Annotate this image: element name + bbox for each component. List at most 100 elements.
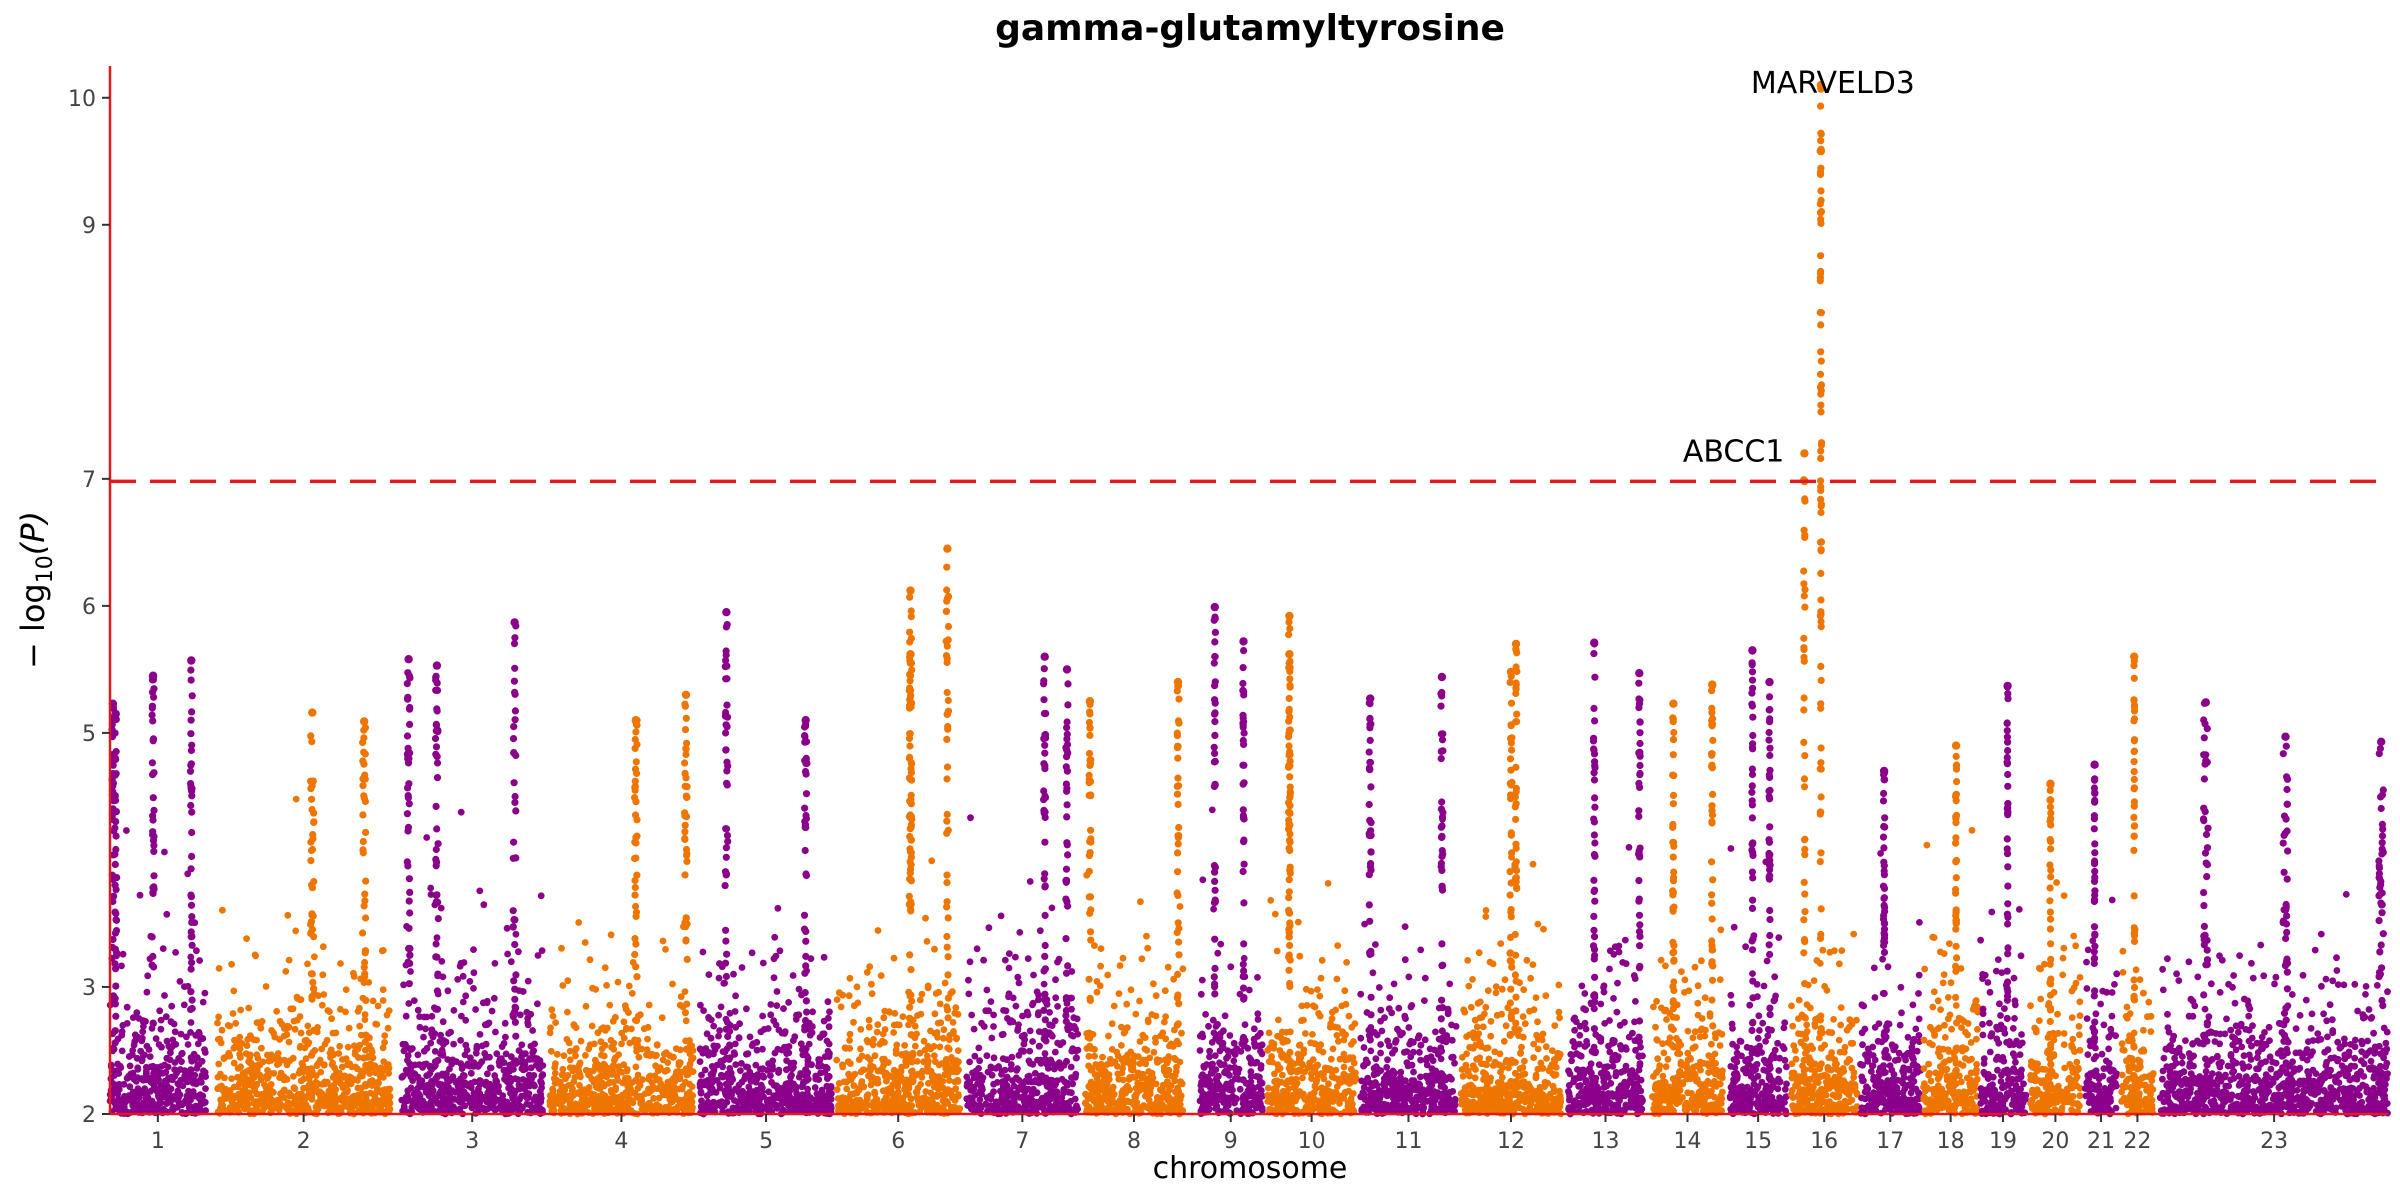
data-point (111, 1039, 119, 1047)
data-point (781, 1043, 788, 1051)
chart-title: gamma-glutamyltyrosine (995, 8, 1505, 49)
data-point (319, 1091, 327, 1099)
data-point (927, 1089, 935, 1097)
data-point (457, 808, 465, 816)
data-point (941, 1060, 948, 1067)
data-point (825, 1040, 833, 1048)
data-point (1174, 754, 1182, 762)
data-point (569, 1090, 577, 1097)
data-point (746, 1033, 754, 1041)
data-point (1033, 1089, 1041, 1097)
data-point (801, 1016, 810, 1025)
data-point (853, 1100, 861, 1108)
data-point (1041, 941, 1049, 950)
data-point (176, 978, 184, 985)
peak-point (510, 618, 519, 627)
data-point (432, 743, 441, 751)
data-point (283, 1031, 291, 1038)
data-point (793, 1011, 800, 1019)
data-point (439, 1049, 446, 1057)
data-point (631, 811, 640, 819)
data-point (362, 828, 370, 837)
data-point (432, 721, 441, 729)
data-point (336, 1042, 344, 1050)
data-point (722, 825, 730, 833)
data-point (166, 1056, 174, 1064)
data-point (510, 1008, 519, 1016)
data-point (1174, 840, 1182, 848)
data-point (1048, 904, 1056, 912)
data-point (845, 1070, 852, 1078)
data-point (1039, 1075, 1047, 1083)
data-point (509, 907, 517, 915)
data-point (1138, 955, 1146, 963)
data-point (564, 1072, 572, 1079)
data-point (466, 978, 474, 985)
data-point (906, 775, 914, 783)
data-point (536, 1065, 543, 1072)
data-point (188, 913, 196, 921)
data-point (1199, 876, 1207, 884)
data-point (1053, 1104, 1061, 1112)
data-point (310, 985, 318, 993)
data-point (923, 938, 931, 945)
data-point (546, 1029, 554, 1037)
data-point (566, 1056, 574, 1064)
data-point (241, 1105, 248, 1113)
data-point (136, 891, 144, 899)
data-point (943, 763, 952, 771)
data-point (148, 702, 156, 710)
data-point (1086, 1042, 1094, 1050)
data-point (458, 1012, 465, 1020)
data-point (419, 1064, 426, 1071)
data-point (1072, 1073, 1079, 1081)
data-point (549, 1087, 557, 1094)
data-point (802, 952, 810, 961)
data-point (512, 1032, 520, 1040)
data-point (427, 1105, 435, 1113)
data-point (890, 954, 898, 962)
data-point (360, 760, 368, 768)
data-point (839, 991, 846, 999)
data-point (526, 1101, 534, 1109)
data-point (407, 968, 414, 975)
data-point (730, 1049, 738, 1056)
data-point (360, 902, 368, 910)
data-point (533, 1102, 541, 1110)
data-point (197, 1078, 205, 1086)
data-point (907, 607, 915, 615)
data-point (802, 962, 810, 970)
data-point (1033, 988, 1041, 996)
data-point (683, 1000, 691, 1008)
data-point (857, 1045, 864, 1053)
data-point (717, 1003, 725, 1011)
data-point (622, 1026, 630, 1033)
data-point (748, 949, 756, 957)
data-point (723, 831, 732, 840)
data-point (615, 1102, 622, 1110)
data-point (1161, 1066, 1168, 1073)
data-point (1064, 962, 1072, 970)
peak-point (631, 716, 640, 725)
data-point (917, 1081, 924, 1088)
data-point (510, 1058, 519, 1066)
data-point (310, 1026, 318, 1034)
data-point (1041, 1016, 1049, 1024)
data-point (827, 1084, 835, 1092)
data-point (800, 911, 809, 919)
data-point (534, 952, 542, 959)
data-point (759, 959, 767, 967)
data-point (119, 950, 127, 958)
data-point (187, 1029, 194, 1036)
data-point (285, 1038, 293, 1046)
data-point (646, 1052, 654, 1059)
data-point (1051, 1048, 1059, 1056)
data-point (457, 1037, 464, 1044)
data-point (953, 1034, 961, 1042)
data-point (1132, 1010, 1140, 1018)
data-point (1087, 835, 1095, 843)
chromosome-7-points (963, 652, 1082, 1118)
data-point (161, 992, 168, 999)
data-point (928, 857, 936, 865)
data-point (372, 1069, 380, 1077)
